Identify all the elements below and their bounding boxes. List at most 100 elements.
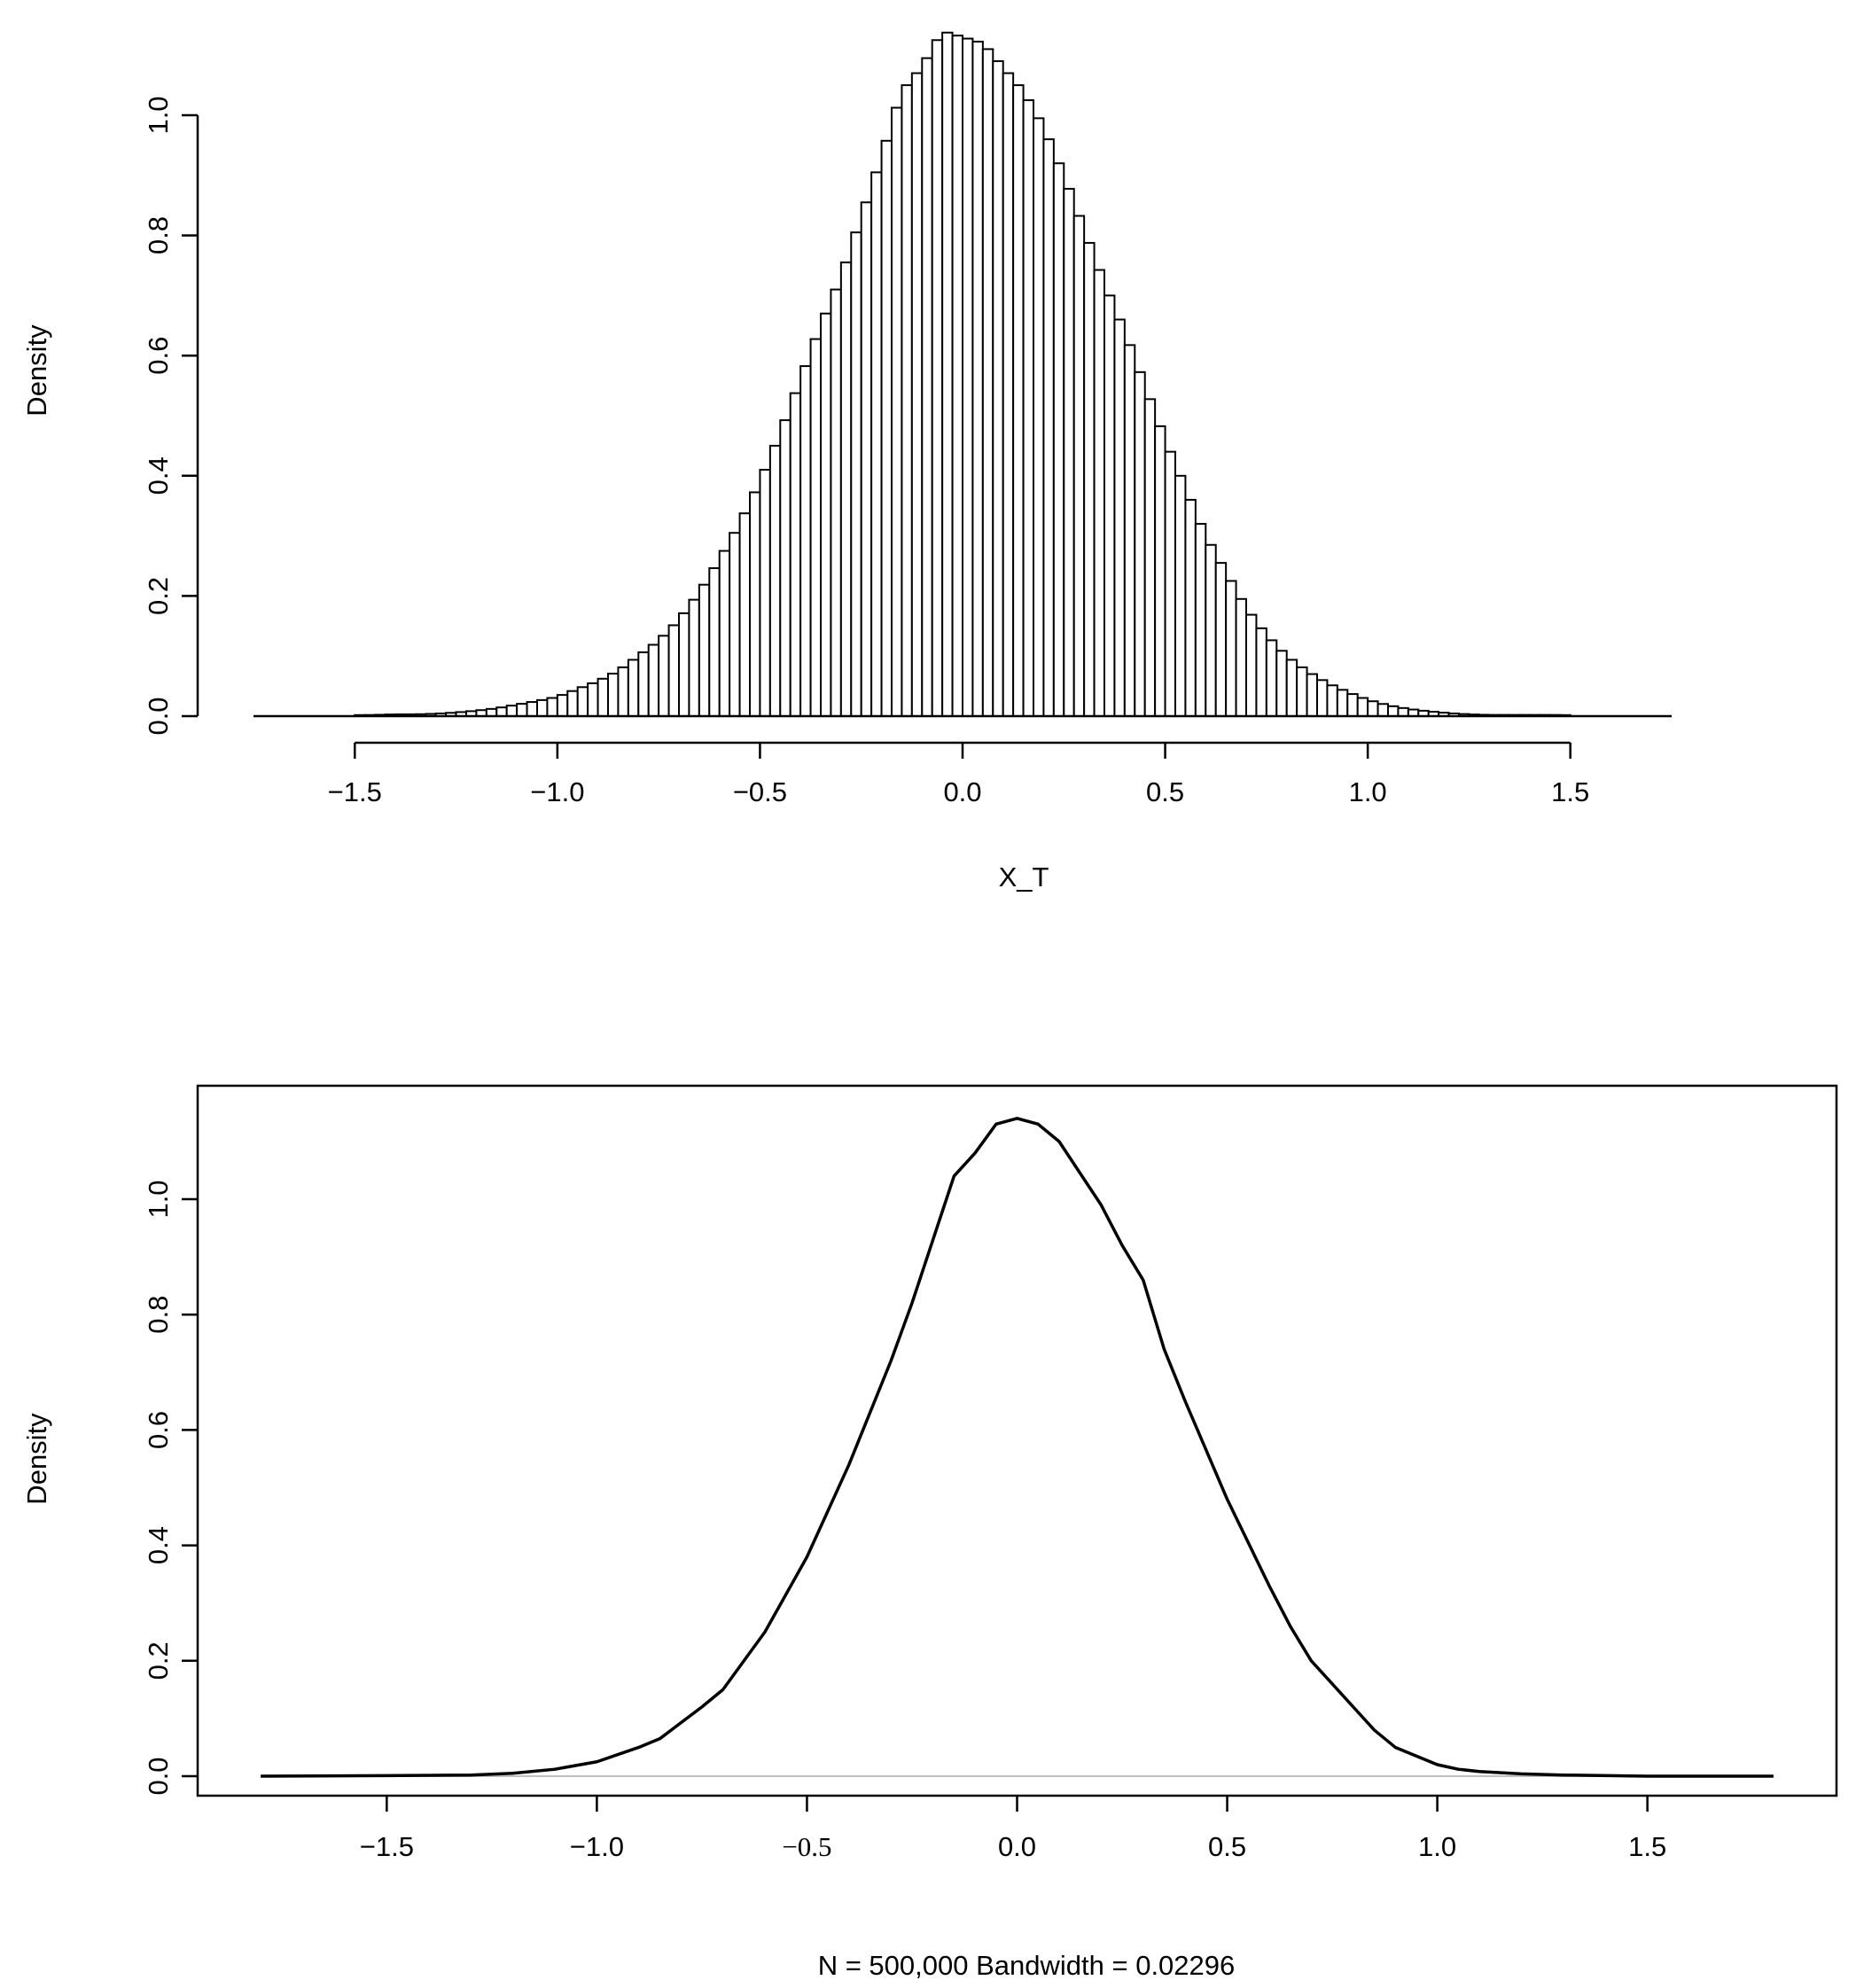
histogram-bar — [1214, 562, 1228, 717]
histogram-bar — [860, 201, 873, 717]
histogram-bar — [627, 659, 640, 718]
histogram-bar — [1296, 666, 1308, 717]
histogram-bar — [779, 419, 792, 717]
histogram-bar — [820, 312, 832, 717]
histogram-bar — [910, 72, 924, 718]
histogram-bar — [678, 612, 690, 718]
histogram-bar — [1225, 580, 1237, 718]
histogram-bar — [658, 635, 670, 718]
density-panel: 0.0 0.2 0.4 0.6 0.8 1.0 −1.5 −1.0 −0.5 0.0 0.5 1.0… — [21, 1084, 1838, 1981]
histogram-bar — [880, 139, 893, 717]
histogram-bar — [981, 48, 994, 718]
histogram-bar — [901, 84, 913, 718]
histogram-bar — [1083, 242, 1096, 717]
x-tick-label: 1.0 — [1418, 1831, 1456, 1862]
histogram-bar — [1376, 703, 1389, 718]
histogram-bar — [1397, 706, 1409, 717]
histogram-bar — [962, 37, 974, 718]
histogram-bars — [354, 31, 1571, 718]
histogram-bar — [738, 512, 752, 717]
x-tick-label: −1.0 — [530, 776, 584, 807]
histogram-bar — [891, 106, 903, 717]
histogram-bar — [1143, 398, 1157, 717]
histogram-bar — [759, 469, 771, 718]
histogram-bar — [587, 682, 599, 718]
y-tick-label: 0.0 — [143, 1757, 174, 1795]
x-axis: −1.5 −1.0 −0.5 0.0 0.5 1.0 1.5 — [328, 741, 1589, 807]
histogram-bar — [941, 31, 954, 717]
histogram-bar — [1285, 659, 1298, 718]
histogram-bar — [951, 35, 963, 718]
histogram-bar — [1367, 700, 1379, 717]
histogram-bar — [1184, 498, 1197, 717]
histogram-bar — [1052, 162, 1065, 718]
x-tick-label: −0.5 — [782, 1831, 831, 1862]
histogram-bar — [1134, 370, 1146, 717]
histogram-bar — [1346, 693, 1359, 718]
x-tick-label: 1.5 — [1628, 1831, 1666, 1862]
y-tick-label: 0.8 — [143, 216, 174, 254]
histogram-bar — [536, 698, 549, 717]
histogram-bar — [1387, 705, 1400, 717]
histogram-bar — [637, 651, 650, 718]
histogram-bar — [992, 59, 1004, 718]
histogram-bar — [830, 288, 842, 717]
y-tick-label: 0.2 — [143, 577, 174, 615]
x-tick-label: 1.0 — [1349, 776, 1387, 807]
x-tick-label: 0.0 — [998, 1831, 1036, 1862]
y-tick-label: 1.0 — [143, 96, 174, 134]
plot-frame — [196, 1084, 1838, 1797]
histogram-bar — [566, 690, 579, 718]
histogram-bar — [1275, 650, 1288, 718]
histogram-bar — [1154, 425, 1166, 717]
histogram-bar — [647, 643, 660, 717]
histogram-bar — [1255, 627, 1267, 718]
histogram-bar — [576, 686, 589, 717]
histogram-bar — [1174, 474, 1187, 717]
x-tick-label: −1.5 — [328, 776, 382, 807]
histogram-bar — [749, 491, 761, 718]
y-axis-title: Density — [21, 324, 52, 417]
y-tick-label: 0.6 — [143, 1411, 174, 1449]
x-tick-label: 1.5 — [1551, 776, 1589, 807]
y-axis: 0.0 0.2 0.4 0.6 0.8 1.0 — [143, 96, 199, 736]
y-tick-label: 0.2 — [143, 1641, 174, 1680]
histogram-bar — [1194, 523, 1207, 717]
x-tick-label: −0.5 — [733, 776, 787, 807]
x-tick-label: −1.0 — [570, 1831, 624, 1862]
histogram-bar — [708, 567, 721, 717]
histogram-bar — [597, 677, 610, 717]
histogram-bar — [931, 39, 944, 717]
x-axis: −1.5 −1.0 −0.5 0.0 0.5 1.0 1.5 — [360, 1796, 1666, 1862]
histogram-bar — [768, 444, 782, 717]
histogram-bar — [1002, 72, 1015, 718]
histogram-bar — [1326, 684, 1338, 717]
histogram-panel: 0.0 0.2 0.4 0.6 0.8 1.0 −1.5 −1.0 −0.5 0.0 0.5 1.0… — [21, 31, 1672, 893]
histogram-bar — [1306, 673, 1318, 717]
histogram-bar — [1336, 689, 1349, 718]
histogram-bar — [526, 701, 539, 718]
y-axis: 0.0 0.2 0.4 0.6 0.8 1.0 — [143, 1180, 198, 1796]
histogram-bar — [789, 392, 802, 717]
histogram-bar — [667, 624, 681, 718]
x-tick-label: 0.0 — [943, 776, 981, 807]
histogram-bar — [1235, 597, 1247, 717]
histogram-bar — [607, 673, 620, 718]
y-tick-label: 0.4 — [143, 456, 174, 495]
x-axis-title: X_T — [999, 861, 1049, 893]
histogram-bar — [1042, 138, 1055, 717]
histogram-bar — [1022, 99, 1034, 718]
histogram-bar — [1113, 318, 1126, 717]
x-tick-label: 0.5 — [1146, 776, 1184, 807]
histogram-bar — [921, 57, 933, 717]
histogram-bar — [546, 697, 558, 717]
histogram-bar — [505, 705, 519, 718]
y-axis-title: Density — [21, 1413, 52, 1505]
histogram-bar — [1093, 269, 1105, 717]
histogram-bar — [556, 694, 569, 717]
y-tick-label: 0.6 — [143, 337, 174, 375]
histogram-bar — [718, 550, 731, 717]
histogram-bar — [1072, 214, 1086, 717]
x-axis-title: N = 500,000 Bandwidth = 0.02296 — [818, 1950, 1236, 1981]
histogram-bar — [850, 231, 862, 717]
